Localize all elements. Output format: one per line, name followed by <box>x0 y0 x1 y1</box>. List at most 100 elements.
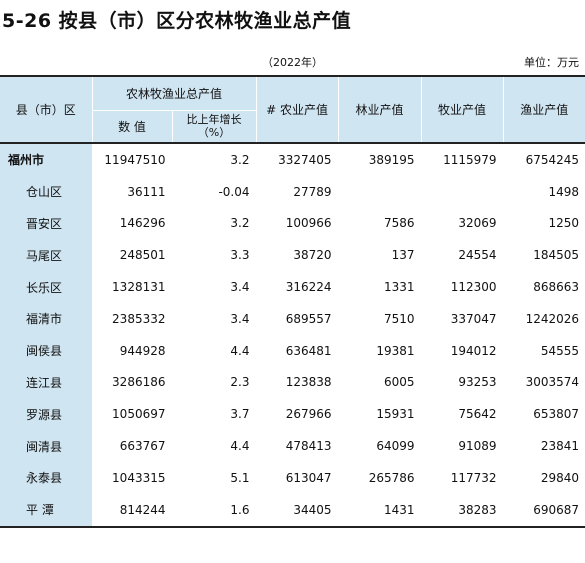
cell-total: 1328131 <box>91 271 172 303</box>
cell-total: 11947510 <box>91 143 172 176</box>
table-body: 福州市 11947510 3.2 3327405 389195 1115979 675424… <box>0 143 585 528</box>
cell-agri: 100966 <box>255 207 339 240</box>
cell-agri: 689557 <box>255 302 339 335</box>
unit-label: 单位：万元 <box>524 56 579 69</box>
cell-growth: 3.2 <box>171 207 257 240</box>
table-row: 长乐区 1328131 3.4 316224 1331 112300 868663 <box>0 271 585 303</box>
year-label: （2022年） <box>262 56 323 69</box>
region-name: 闽清县 <box>0 430 92 462</box>
table-row: 罗源县 1050697 3.7 267966 15931 75642 653807 <box>0 398 585 431</box>
cell-total: 2385332 <box>91 302 172 335</box>
header-value: 数 值 <box>91 110 172 144</box>
cell-total: 1043315 <box>91 461 172 494</box>
cell-forest: 137 <box>337 239 422 272</box>
cell-livestock: 32069 <box>420 207 504 240</box>
cell-livestock: 93253 <box>420 366 504 399</box>
header-total-group: 农林牧渔业总产值 <box>91 75 257 111</box>
cell-forest: 389195 <box>337 143 422 176</box>
cell-livestock: 112300 <box>420 271 504 303</box>
cell-livestock: 1115979 <box>420 143 504 176</box>
cell-growth: 3.2 <box>171 143 257 176</box>
cell-forest: 265786 <box>337 461 422 494</box>
table-row: 晋安区 146296 3.2 100966 7586 32069 1250 <box>0 207 585 240</box>
cell-total: 814244 <box>91 493 172 528</box>
cell-livestock: 75642 <box>420 398 504 431</box>
cell-total: 3286186 <box>91 366 172 399</box>
cell-agri: 636481 <box>255 334 339 367</box>
cell-fishery: 6754245 <box>502 143 585 176</box>
cell-livestock: 38283 <box>420 493 504 528</box>
region-name: 罗源县 <box>0 398 92 431</box>
region-name: 福清市 <box>0 302 92 335</box>
cell-growth: 3.7 <box>171 398 257 431</box>
cell-agri: 316224 <box>255 271 339 303</box>
cell-forest: 19381 <box>337 334 422 367</box>
cell-livestock: 24554 <box>420 239 504 272</box>
header-region: 县（市）区 <box>0 75 92 144</box>
region-name: 仓山区 <box>0 175 92 208</box>
cell-total: 663767 <box>91 430 172 462</box>
cell-total: 36111 <box>91 175 172 208</box>
cell-agri: 613047 <box>255 461 339 494</box>
cell-fishery: 54555 <box>502 334 585 367</box>
region-name: 福州市 <box>0 143 92 176</box>
cell-fishery: 1498 <box>502 175 585 208</box>
cell-growth: 3.4 <box>171 271 257 303</box>
cell-forest: 1431 <box>337 493 422 528</box>
table-row: 平 潭 814244 1.6 34405 1431 38283 690687 <box>0 493 585 528</box>
table-row: 闽侯县 944928 4.4 636481 19381 194012 54555 <box>0 334 585 367</box>
header-forest: 林业产值 <box>337 75 422 144</box>
cell-growth: 3.4 <box>171 302 257 335</box>
cell-growth: 1.6 <box>171 493 257 528</box>
header-growth-line2: （%） <box>197 126 231 140</box>
cell-fishery: 653807 <box>502 398 585 431</box>
table-row: 马尾区 248501 3.3 38720 137 24554 184505 <box>0 239 585 272</box>
cell-fishery: 1250 <box>502 207 585 240</box>
cell-growth: 4.4 <box>171 430 257 462</box>
table-row: 永泰县 1043315 5.1 613047 265786 117732 29840 <box>0 461 585 494</box>
cell-growth: 5.1 <box>171 461 257 494</box>
cell-forest: 64099 <box>337 430 422 462</box>
cell-agri: 38720 <box>255 239 339 272</box>
cell-livestock: 337047 <box>420 302 504 335</box>
header-agri: # 农业产值 <box>255 75 339 144</box>
cell-growth: 4.4 <box>171 334 257 367</box>
cell-agri: 123838 <box>255 366 339 399</box>
table-row: 福清市 2385332 3.4 689557 7510 337047 1242026 <box>0 302 585 335</box>
page-title: 5-26 按县（市）区分农林牧渔业总产值 <box>2 10 352 32</box>
cell-livestock: 117732 <box>420 461 504 494</box>
cell-growth: -0.04 <box>171 175 257 208</box>
cell-fishery: 3003574 <box>502 366 585 399</box>
cell-livestock <box>420 175 504 208</box>
cell-livestock: 194012 <box>420 334 504 367</box>
cell-agri: 3327405 <box>255 143 339 176</box>
cell-fishery: 23841 <box>502 430 585 462</box>
region-name: 连江县 <box>0 366 92 399</box>
cell-forest <box>337 175 422 208</box>
cell-total: 1050697 <box>91 398 172 431</box>
cell-total: 248501 <box>91 239 172 272</box>
cell-forest: 1331 <box>337 271 422 303</box>
region-name: 永泰县 <box>0 461 92 494</box>
header-livestock: 牧业产值 <box>420 75 504 144</box>
region-name: 平 潭 <box>0 493 92 528</box>
cell-forest: 7586 <box>337 207 422 240</box>
table-row: 闽清县 663767 4.4 478413 64099 91089 23841 <box>0 430 585 462</box>
table-row: 仓山区 36111 -0.04 27789 1498 <box>0 175 585 208</box>
output-value-table: 县（市）区 农林牧渔业总产值 # 农业产值 林业产值 牧业产值 渔业产值 数 值… <box>0 75 585 528</box>
cell-growth: 2.3 <box>171 366 257 399</box>
cell-total: 146296 <box>91 207 172 240</box>
region-name: 长乐区 <box>0 271 92 303</box>
cell-agri: 34405 <box>255 493 339 528</box>
cell-forest: 6005 <box>337 366 422 399</box>
cell-fishery: 1242026 <box>502 302 585 335</box>
cell-agri: 267966 <box>255 398 339 431</box>
cell-fishery: 690687 <box>502 493 585 528</box>
cell-fishery: 868663 <box>502 271 585 303</box>
cell-forest: 15931 <box>337 398 422 431</box>
cell-fishery: 29840 <box>502 461 585 494</box>
table-row: 福州市 11947510 3.2 3327405 389195 1115979 675424… <box>0 143 585 176</box>
table-row: 连江县 3286186 2.3 123838 6005 93253 3003574 <box>0 366 585 399</box>
cell-growth: 3.3 <box>171 239 257 272</box>
header-growth: 比上年增长 （%） <box>171 110 257 144</box>
